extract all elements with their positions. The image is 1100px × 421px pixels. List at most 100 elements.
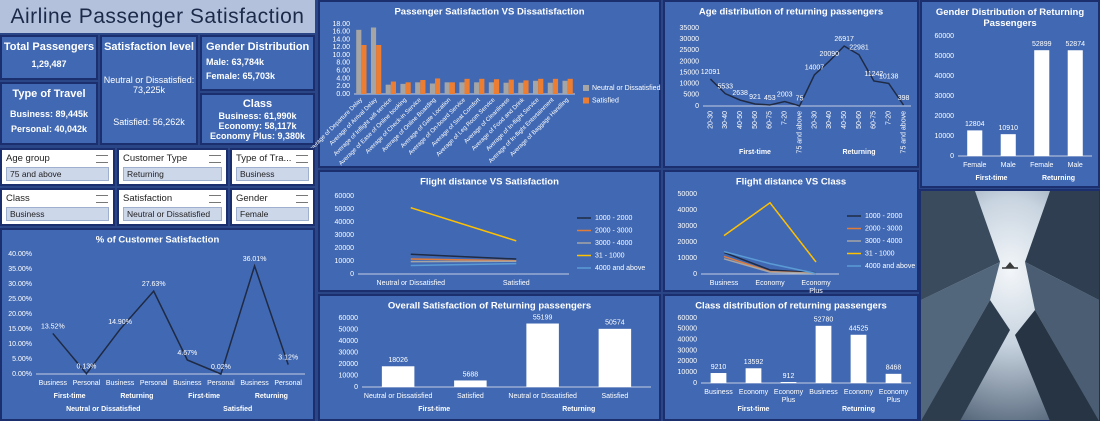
slicer-item[interactable]: Neutral or Dissatisfied [123,207,222,221]
slicer-icon[interactable] [96,195,108,203]
x-tick-label: 75 and above [796,111,803,154]
data-label: 36.01% [243,256,267,263]
x-tick-label: 20-30 [811,111,818,129]
bar [479,78,485,94]
data-label: 398 [898,95,910,102]
bar [376,45,382,94]
slicer-icon[interactable] [209,155,221,163]
x-tick-label: Economy Plus [774,389,804,404]
line [723,258,817,275]
group-label: Returning [562,406,595,413]
slicer-item[interactable]: Returning [123,167,222,181]
x-tick-label: Business [39,380,68,387]
data-label: 50574 [605,320,625,327]
group-label: Returning [1042,175,1075,182]
y-tick-label: 20000 [680,58,700,65]
bar [381,366,415,387]
data-label: 75 [796,96,804,103]
slicer-icon[interactable] [296,155,308,163]
x-tick-label: Personal [140,380,168,387]
slicer-icon[interactable] [96,155,108,163]
bar [493,79,500,94]
data-label: 453 [764,95,776,102]
y-tick-label: 40000 [935,73,955,80]
bar [567,78,573,94]
slicer-item[interactable]: Business [6,207,109,221]
line [709,45,905,107]
slicer-icon[interactable] [209,195,221,203]
x-tick-label: Economy [739,389,769,396]
bar [435,78,441,94]
x-tick-label: 20-30 [707,111,714,129]
slicer-label: Type of Tra... [236,153,292,164]
data-label: 921 [749,94,761,101]
slicer-item[interactable]: Business [236,167,309,181]
bar [745,368,762,383]
data-label: 0.02% [211,364,231,371]
legend-label: 31 - 1000 [865,250,895,257]
kpi-value: Male: 63,784k [206,57,265,67]
x-tick-label: Female [963,162,986,169]
bar [523,80,529,94]
data-label: 0.13% [77,363,97,370]
y-tick-label: 5.00% [12,356,32,363]
slicer-icon[interactable] [296,195,308,203]
x-tick-label: Neutral or Dissatisfied [508,393,577,400]
kpi-title: Gender Distribution [206,41,310,53]
legend-label: Neutral or Dissatisfied [592,85,661,92]
data-label: 2003 [777,91,793,98]
bar [405,82,411,94]
line [410,253,517,260]
bar [1067,50,1083,156]
y-tick-label: 6.00 [336,68,350,75]
data-label: 3.12% [278,354,298,361]
slicer-label: Class [6,193,30,204]
bar [780,382,797,383]
data-label: 20090 [820,51,840,58]
kpi-value: 1,29,487 [31,59,67,69]
y-tick-label: 20000 [678,239,698,246]
legend-swatch [583,85,589,91]
data-label: 14007 [805,65,825,72]
line [723,201,817,263]
data-label: 13.52% [41,323,65,330]
data-label: 12091 [701,69,721,76]
line [410,206,517,242]
data-label: 26917 [834,36,854,43]
x-tick-label: Male [1068,162,1083,169]
slicer: Type of Tra... Business [230,148,315,186]
bar [967,130,983,156]
legend-label: 1000 - 2000 [865,213,902,220]
bar [562,80,568,94]
x-tick-label: Satisfied [503,280,530,287]
bar [449,82,455,94]
x-tick-label: Economy [844,389,874,396]
chart-title: Flight distance VS Class [736,177,846,188]
legend-label: 3000 - 4000 [865,238,902,245]
data-label: 44525 [849,326,869,333]
slicer-item[interactable]: 75 and above [6,167,109,181]
legend-label: 4000 and above [595,265,645,272]
y-tick-label: 50000 [678,191,698,198]
x-tick-label: Satisfied [601,393,628,400]
bar [356,29,362,94]
y-tick-label: 10000 [680,81,700,88]
y-tick-label: 50000 [678,326,698,333]
bar [552,78,559,94]
y-tick-label: 35.00% [8,266,32,273]
legend-label: 2000 - 3000 [865,225,902,232]
group-label: First-time [418,406,450,413]
legend-label: Satisfied [592,97,619,104]
data-label: 52780 [814,317,834,324]
y-tick-label: 10.00 [332,52,350,59]
bar [454,380,487,387]
y-tick-label: 10000 [339,372,359,379]
chart-title: Gender Distribution of Returning Passenge… [936,7,1084,29]
y-tick-label: 10000 [678,369,698,376]
y-tick-label: 0 [350,271,354,278]
data-label: 13592 [744,359,764,366]
slicer-item[interactable]: Female [236,207,309,221]
y-tick-label: 40000 [678,207,698,214]
